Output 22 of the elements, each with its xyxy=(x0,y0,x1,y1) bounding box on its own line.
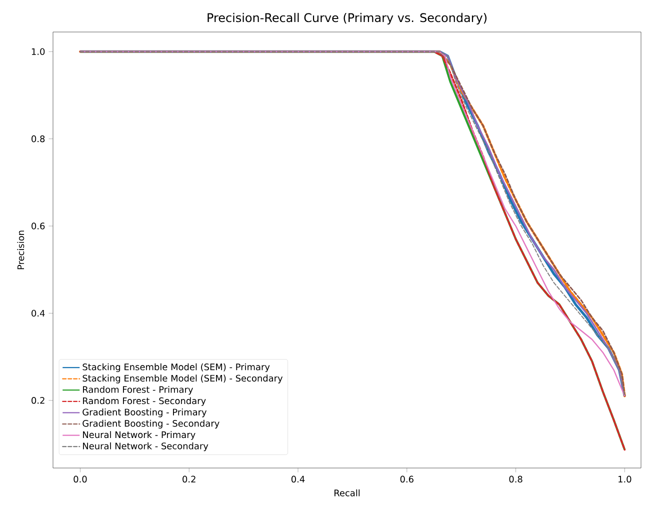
x-tick-label: 0.0 xyxy=(74,476,87,483)
y-tick-label: 0.8 xyxy=(32,135,45,142)
legend-label: Stacking Ensemble Model (SEM) - Primary xyxy=(82,363,270,372)
x-tick-label: 1.0 xyxy=(618,476,632,483)
y-tick-label: 0.4 xyxy=(32,310,45,317)
legend-label: Gradient Boosting - Secondary xyxy=(82,420,220,429)
x-tick-label: 0.2 xyxy=(182,476,196,483)
legend-label: Random Forest - Primary xyxy=(83,386,193,395)
legend-label: Random Forest - Secondary xyxy=(83,397,206,406)
legend-label: Neural Network - Primary xyxy=(83,431,196,440)
y-tick-label: 1.0 xyxy=(32,48,45,56)
y-tick-label: 0.2 xyxy=(32,397,44,404)
y-axis-title: Precision xyxy=(17,230,24,270)
x-tick-label: 0.6 xyxy=(400,476,414,483)
chart-title: Precision-Recall Curve (Primary vs. Secondary) xyxy=(208,12,487,24)
legend-label: Neural Network - Secondary xyxy=(83,442,208,452)
x-axis-title: Recall xyxy=(334,489,360,496)
x-tick-label: 0.8 xyxy=(509,476,522,483)
legend-label: Gradient Boosting - Primary xyxy=(82,408,207,418)
x-tick-label: 0.4 xyxy=(291,476,305,483)
legend-label: Stacking Ensemble Model (SEM) - Secondary xyxy=(82,374,283,384)
y-tick-label: 0.6 xyxy=(32,222,45,230)
